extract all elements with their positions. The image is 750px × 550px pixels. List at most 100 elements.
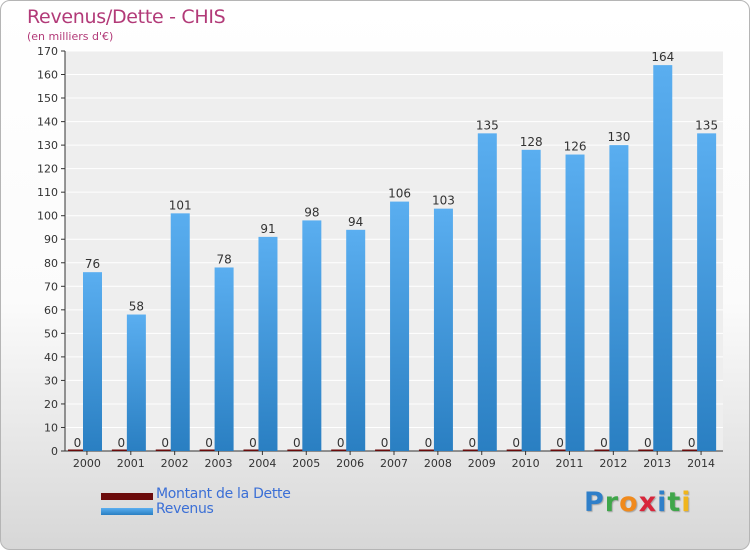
- data-label-revenus: 78: [216, 252, 231, 266]
- y-tick-label: 10: [44, 421, 58, 434]
- y-tick-label: 50: [44, 327, 58, 340]
- y-tick-label: 60: [44, 304, 58, 317]
- y-tick-label: 140: [37, 116, 58, 129]
- x-tick-label: 2005: [292, 457, 320, 470]
- y-tick-label: 0: [51, 445, 58, 458]
- data-label-revenus: 128: [520, 135, 543, 149]
- x-tick-label: 2013: [643, 457, 671, 470]
- data-label-dette: 0: [161, 436, 169, 450]
- x-tick-label: 2012: [599, 457, 627, 470]
- data-label-dette: 0: [468, 436, 476, 450]
- x-tick-label: 2007: [380, 457, 408, 470]
- chart-title: Revenus/Dette - CHIS: [27, 6, 226, 28]
- data-label-revenus: 135: [476, 118, 499, 132]
- y-tick-label: 100: [37, 210, 58, 223]
- logo-letter: t: [667, 487, 682, 518]
- x-tick-label: 2002: [161, 457, 189, 470]
- bar-revenus: [83, 272, 102, 451]
- bar-dette: [418, 449, 438, 451]
- data-label-dette: 0: [205, 436, 213, 450]
- y-tick-label: 40: [44, 351, 58, 364]
- logo-letter: P: [584, 487, 605, 518]
- x-tick-label: 2014: [687, 457, 715, 470]
- data-label-revenus: 103: [432, 194, 455, 208]
- data-label-revenus: 106: [388, 187, 411, 201]
- bar-dette: [331, 449, 351, 451]
- y-tick-label: 160: [37, 69, 58, 82]
- x-tick-label: 2008: [424, 457, 452, 470]
- legend-label-revenus: Revenus: [156, 501, 214, 517]
- data-label-dette: 0: [425, 436, 433, 450]
- bar-dette: [462, 449, 482, 451]
- data-label-dette: 0: [556, 436, 564, 450]
- bar-dette: [155, 449, 175, 451]
- bar-revenus: [258, 236, 278, 451]
- data-label-revenus: 101: [169, 198, 192, 212]
- bar-dette: [550, 449, 570, 451]
- proxiti-logo: Proxiti: [584, 487, 692, 518]
- bar-dette: [111, 449, 131, 451]
- bar-revenus: [609, 145, 629, 451]
- logo-letter: i: [681, 487, 692, 518]
- x-tick-label: 2003: [205, 457, 233, 470]
- bar-dette: [638, 449, 658, 451]
- bar-dette: [287, 449, 307, 451]
- bar-revenus: [126, 314, 146, 451]
- x-tick-label: 2011: [555, 457, 583, 470]
- bar-revenus: [565, 154, 585, 451]
- bar-dette: [682, 449, 702, 451]
- y-tick-label: 20: [44, 398, 58, 411]
- data-label-revenus: 98: [304, 205, 319, 219]
- legend-swatch-dette: [101, 493, 153, 500]
- bar-dette: [199, 449, 219, 451]
- data-label-dette: 0: [381, 436, 389, 450]
- x-tick-label: 2006: [336, 457, 364, 470]
- bar-revenus: [521, 149, 541, 451]
- y-tick-label: 120: [37, 163, 58, 176]
- x-tick-label: 2010: [512, 457, 540, 470]
- x-tick-label: 2009: [468, 457, 496, 470]
- data-label-dette: 0: [600, 436, 608, 450]
- y-tick-label: 110: [37, 186, 58, 199]
- y-tick-label: 70: [44, 280, 58, 293]
- data-label-dette: 0: [512, 436, 520, 450]
- bar-revenus: [653, 65, 673, 451]
- y-tick-label: 90: [44, 233, 58, 246]
- bar-revenus: [302, 220, 322, 451]
- data-label-dette: 0: [293, 436, 301, 450]
- data-label-dette: 0: [644, 436, 652, 450]
- logo-letter: i: [657, 487, 668, 518]
- bar-revenus: [214, 267, 234, 451]
- y-tick-label: 150: [37, 92, 58, 105]
- bar-dette: [594, 449, 614, 451]
- x-tick-label: 2004: [248, 457, 276, 470]
- y-tick-label: 130: [37, 139, 58, 152]
- logo-letter: r: [604, 487, 620, 518]
- data-label-dette: 0: [74, 436, 82, 450]
- data-label-revenus: 91: [260, 222, 275, 236]
- data-label-revenus: 130: [607, 130, 630, 144]
- x-tick-label: 2000: [73, 457, 101, 470]
- data-label-revenus: 164: [651, 50, 674, 64]
- bar-revenus: [390, 201, 410, 451]
- bar-revenus: [477, 133, 497, 451]
- legend-label-dette: Montant de la Dette: [156, 486, 291, 502]
- data-label-revenus: 94: [348, 215, 363, 229]
- data-label-revenus: 58: [129, 300, 144, 314]
- logo-letter: o: [619, 487, 639, 518]
- x-tick-label: 2001: [117, 457, 145, 470]
- bar-revenus: [170, 213, 190, 451]
- bar-revenus: [697, 133, 717, 451]
- chart-subtitle: (en milliers d'€): [27, 30, 114, 43]
- data-label-revenus: 135: [695, 118, 718, 132]
- bar-dette: [375, 449, 395, 451]
- logo-letter: x: [638, 487, 658, 518]
- data-label-dette: 0: [688, 436, 696, 450]
- y-tick-label: 80: [44, 257, 58, 270]
- data-label-dette: 0: [249, 436, 257, 450]
- bar-dette: [68, 449, 87, 451]
- data-label-dette: 0: [337, 436, 345, 450]
- legend-swatch-revenus: [101, 508, 153, 515]
